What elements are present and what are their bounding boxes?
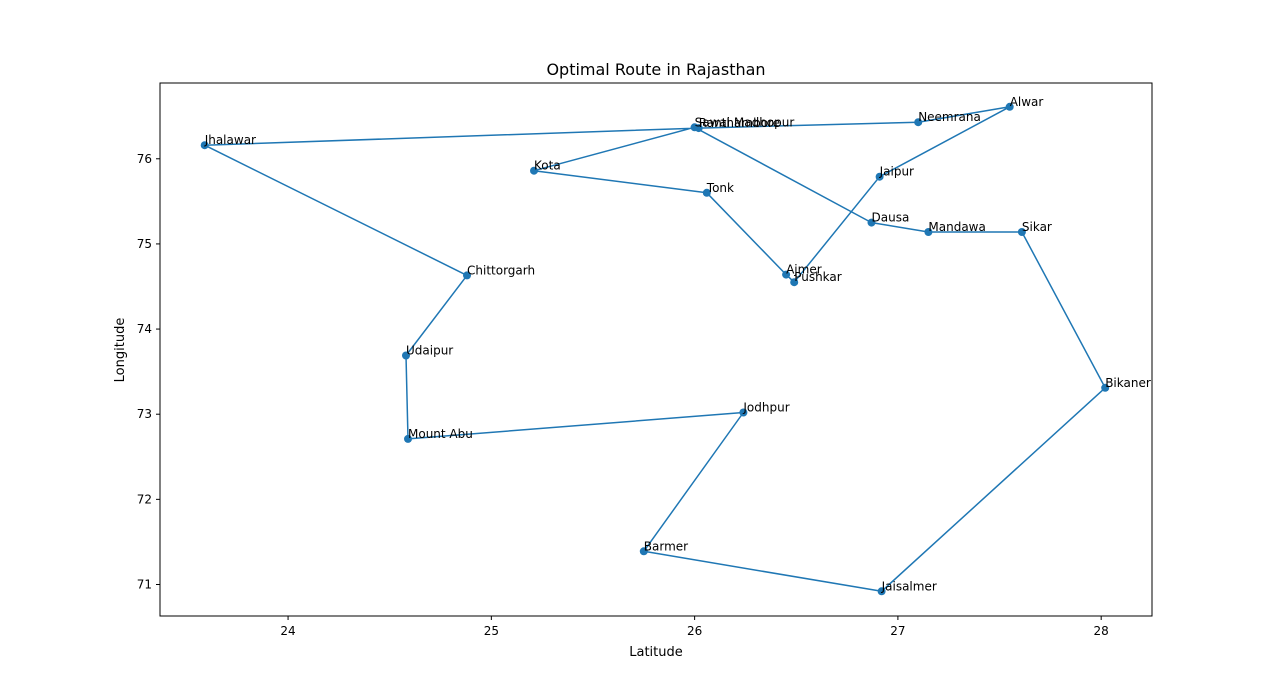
y-tick-label: 73 bbox=[137, 407, 152, 421]
x-tick-label: 25 bbox=[484, 624, 499, 638]
city-point-tonk bbox=[702, 188, 711, 197]
city-point-mandawa bbox=[924, 228, 933, 236]
city-label-bikaner: Bikaner bbox=[1105, 376, 1151, 390]
y-axis-ticks: 71 72 73 74 75 76 bbox=[137, 152, 160, 591]
city-point-kota bbox=[530, 166, 538, 175]
city-label-mandawa: Mandawa bbox=[928, 220, 985, 234]
y-tick-label: 71 bbox=[137, 577, 152, 591]
city-label-udaipur: Udaipur bbox=[406, 344, 453, 358]
city-point-jaisalmer bbox=[877, 587, 886, 596]
city-label-ranthambore: Ranthambore bbox=[699, 116, 780, 130]
city-label-pushkar: Pushkar bbox=[794, 270, 842, 284]
plot-area-frame bbox=[159, 82, 1153, 617]
city-label-jhalawar: Jhalawar bbox=[204, 133, 256, 147]
city-point-mount-abu bbox=[404, 434, 412, 443]
city-label-ajmer: Ajmer bbox=[786, 263, 822, 277]
y-axis-label: Longitude bbox=[113, 318, 128, 383]
city-label-jaipur: Jaipur bbox=[879, 165, 914, 179]
y-tick-label: 76 bbox=[137, 152, 152, 166]
city-point-jhalawar bbox=[200, 141, 209, 150]
city-point-sawai-madhopur bbox=[690, 123, 699, 132]
city-point-dausa bbox=[867, 218, 876, 227]
city-label-chittorgarh: Chittorgarh bbox=[467, 263, 535, 277]
point-labels-layer: Jaipur Alwar Neemrana Ranthambore Jhalawar Ch… bbox=[204, 95, 1151, 593]
city-point-chittorgarh bbox=[463, 271, 471, 280]
x-tick-label: 24 bbox=[280, 624, 295, 638]
city-point-jaipur bbox=[875, 172, 884, 181]
city-point-bikaner bbox=[1101, 383, 1110, 392]
city-label-tonk: Tonk bbox=[706, 181, 734, 195]
x-axis-ticks: 24 25 26 27 28 bbox=[280, 616, 1109, 638]
chart-title: Optimal Route in Rajasthan bbox=[546, 60, 765, 79]
city-label-sawai-madhopur: Sawai Madhopur bbox=[695, 115, 795, 129]
x-axis-label: Latitude bbox=[629, 645, 683, 660]
y-tick-label: 75 bbox=[137, 237, 152, 251]
city-point-sikar bbox=[1017, 228, 1026, 236]
city-point-udaipur bbox=[402, 351, 410, 360]
y-tick-label: 72 bbox=[137, 492, 152, 506]
city-label-jaisalmer: Jaisalmer bbox=[881, 579, 937, 593]
city-point-neemrana bbox=[914, 118, 923, 127]
city-label-kota: Kota bbox=[534, 159, 561, 173]
city-point-pushkar bbox=[790, 278, 799, 287]
city-point-ajmer bbox=[782, 270, 791, 279]
x-tick-label: 28 bbox=[1094, 624, 1109, 638]
city-label-mount-abu: Mount Abu bbox=[408, 427, 473, 441]
city-label-dausa: Dausa bbox=[872, 211, 910, 225]
x-tick-label: 26 bbox=[687, 624, 702, 638]
city-label-barmer: Barmer bbox=[644, 539, 688, 553]
city-label-jodhpur: Jodhpur bbox=[742, 401, 789, 415]
city-label-neemrana: Neemrana bbox=[918, 110, 981, 124]
city-point-alwar bbox=[1005, 102, 1014, 111]
y-tick-label: 74 bbox=[137, 322, 152, 336]
points-layer bbox=[200, 102, 1110, 596]
city-point-barmer bbox=[639, 547, 648, 556]
city-label-sikar: Sikar bbox=[1022, 220, 1052, 234]
city-label-alwar: Alwar bbox=[1010, 95, 1044, 109]
city-point-jodhpur bbox=[739, 408, 748, 417]
x-tick-label: 27 bbox=[890, 624, 905, 638]
